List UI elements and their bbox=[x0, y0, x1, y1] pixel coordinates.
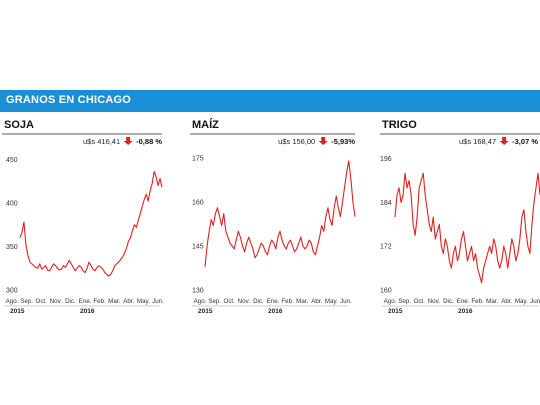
x-tick-label-maz-7: Mar. bbox=[296, 298, 308, 305]
year-label-2016-soja: 2016 bbox=[80, 308, 95, 315]
x-tick-label-maz-6: Feb. bbox=[281, 298, 294, 305]
y-tick-label-trigo-2: 184 bbox=[380, 200, 392, 207]
x-tick-label-trigo-9: May. bbox=[515, 298, 528, 305]
y-tick-label-soja-3: 450 bbox=[6, 157, 18, 164]
x-tick-label-maz-2: Oct. bbox=[224, 298, 236, 305]
x-tick-label-trigo-3: Nov. bbox=[428, 298, 441, 305]
x-tick-label-trigo-4: Dic. bbox=[443, 298, 454, 305]
y-tick-label-maz-2: 160 bbox=[192, 199, 204, 206]
x-tick-label-soja-4: Dic. bbox=[65, 298, 76, 305]
change-trigo: -3,07 % bbox=[512, 137, 538, 146]
series-line-maz bbox=[204, 160, 356, 267]
x-tick-label-soja-1: Sep. bbox=[20, 298, 33, 305]
x-tick-label-soja-3: Nov. bbox=[50, 298, 63, 305]
x-tick-label-trigo-5: Ene. bbox=[457, 298, 470, 305]
x-tick-label-maz-4: Dic. bbox=[253, 298, 264, 305]
year-label-2016-trigo: 2016 bbox=[458, 308, 473, 315]
year-label-2015-maz: 2015 bbox=[198, 308, 213, 315]
y-tick-label-soja-1: 350 bbox=[6, 244, 18, 251]
y-tick-label-trigo-1: 172 bbox=[380, 244, 392, 251]
x-tick-label-trigo-7: Mar. bbox=[486, 298, 498, 305]
down-arrow-icon-trigo bbox=[499, 137, 509, 145]
x-tick-label-soja-2: Oct. bbox=[36, 298, 48, 305]
chart-title-trigo: TRIGO bbox=[382, 119, 417, 131]
y-tick-label-soja-0: 300 bbox=[6, 288, 18, 295]
x-tick-label-trigo-10: Jun. bbox=[530, 298, 540, 305]
x-tick-label-maz-5: Ene. bbox=[267, 298, 280, 305]
down-arrow-icon-soja bbox=[123, 137, 133, 145]
x-tick-label-trigo-2: Oct. bbox=[414, 298, 426, 305]
y-tick-label-maz-0: 130 bbox=[192, 288, 204, 295]
x-tick-label-trigo-6: Feb. bbox=[471, 298, 484, 305]
x-tick-label-maz-0: Ago. bbox=[194, 298, 207, 305]
banner: GRANOS EN CHICAGO bbox=[0, 90, 540, 112]
year-label-2016-maz: 2016 bbox=[268, 308, 283, 315]
chart-title-soja: SOJA bbox=[4, 119, 34, 131]
chart-title-maz: MAÍZ bbox=[192, 118, 219, 131]
change-soja: -0,88 % bbox=[136, 137, 162, 146]
change-maz: -5,93% bbox=[331, 137, 355, 146]
year-label-2015-trigo: 2015 bbox=[388, 308, 403, 315]
y-tick-label-soja-2: 400 bbox=[6, 200, 18, 207]
banner-title: GRANOS EN CHICAGO bbox=[6, 94, 132, 106]
x-tick-label-maz-9: May. bbox=[325, 298, 338, 305]
x-tick-label-soja-5: Ene. bbox=[79, 298, 92, 305]
price-trigo: u$s 168,47 bbox=[459, 137, 496, 146]
year-label-2015-soja: 2015 bbox=[10, 308, 25, 315]
x-tick-label-trigo-8: Abr. bbox=[501, 298, 512, 305]
price-maz: u$s 156,00 bbox=[278, 137, 315, 146]
y-tick-label-maz-1: 145 bbox=[192, 243, 204, 250]
x-tick-label-trigo-1: Sep. bbox=[398, 298, 411, 305]
y-tick-label-trigo-3: 196 bbox=[380, 156, 392, 163]
x-tick-label-soja-10: Jun. bbox=[152, 298, 164, 305]
y-tick-label-trigo-0: 160 bbox=[380, 288, 392, 295]
x-tick-label-maz-8: Abr. bbox=[311, 298, 322, 305]
x-tick-label-maz-1: Sep. bbox=[208, 298, 221, 305]
x-tick-label-soja-9: May. bbox=[137, 298, 150, 305]
x-tick-label-soja-0: Ago. bbox=[6, 298, 19, 305]
x-tick-label-maz-3: Nov. bbox=[238, 298, 251, 305]
price-soja: u$s 416,41 bbox=[83, 137, 120, 146]
y-tick-label-maz-3: 175 bbox=[192, 155, 204, 162]
x-tick-label-soja-6: Feb. bbox=[93, 298, 106, 305]
series-line-trigo bbox=[394, 172, 540, 284]
x-tick-label-trigo-0: Ago. bbox=[384, 298, 397, 305]
series-line-soja bbox=[19, 171, 163, 277]
x-tick-label-soja-8: Abr. bbox=[123, 298, 134, 305]
down-arrow-icon-maz bbox=[318, 137, 328, 145]
x-tick-label-soja-7: Mar. bbox=[108, 298, 120, 305]
x-tick-label-maz-10: Jun. bbox=[340, 298, 352, 305]
